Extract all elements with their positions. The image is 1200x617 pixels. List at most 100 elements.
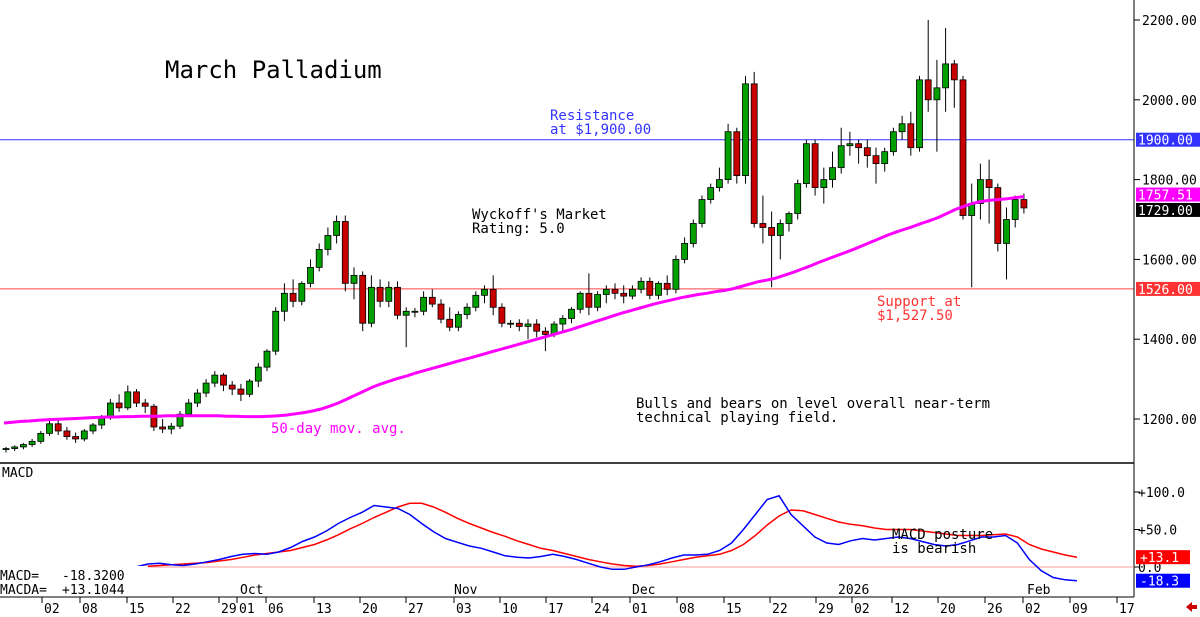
- candle: [280, 283, 288, 322]
- candle: [803, 139, 810, 188]
- candle-body: [2, 448, 10, 450]
- x-tick-label: 27: [408, 602, 424, 617]
- candle-body: [237, 388, 245, 395]
- candle-body: [872, 155, 880, 165]
- candle-body: [950, 63, 958, 81]
- candle: [1011, 195, 1019, 228]
- candle: [254, 363, 262, 388]
- rating-line-1: Wyckoff's Market: [472, 207, 607, 223]
- candle: [759, 195, 767, 244]
- candle: [750, 71, 758, 228]
- x-tick-label: 13: [316, 602, 332, 617]
- candle: [37, 430, 45, 444]
- candle-body: [776, 223, 784, 236]
- candle-body: [341, 221, 349, 284]
- macd-y-tick-label: +100.0: [1138, 486, 1185, 501]
- candle-body: [942, 63, 949, 89]
- scroll-arrow-icon[interactable]: [1186, 602, 1197, 612]
- candle-body: [254, 366, 262, 382]
- macd-value-tag: +13.1: [1136, 550, 1190, 566]
- candle-body: [280, 292, 288, 312]
- rating-line-2: Rating: 5.0: [472, 221, 565, 237]
- candle-body: [750, 83, 758, 224]
- candle-body: [228, 384, 236, 390]
- candle-body: [890, 131, 897, 153]
- candle-body: [315, 249, 323, 268]
- x-tick-label: 22: [772, 602, 788, 617]
- candle: [289, 279, 297, 308]
- comment-line-1: Bulls and bears on level overall near-te…: [636, 396, 990, 412]
- candle-body: [489, 288, 497, 308]
- candle-body: [115, 402, 123, 409]
- candle: [959, 75, 967, 220]
- candle: [385, 281, 393, 308]
- resistance-label-2: at $1,900.00: [550, 122, 651, 138]
- candle-body: [724, 131, 732, 181]
- candle: [420, 291, 428, 316]
- macd-value-tag: -18.3: [1136, 573, 1190, 590]
- x-tick-label: 17: [548, 602, 564, 617]
- x-tick-label: 03: [456, 602, 472, 617]
- candle: [307, 259, 314, 288]
- candle-body: [28, 440, 36, 445]
- candle-body: [46, 423, 53, 434]
- price-tag-label: 1729.00: [1138, 204, 1193, 219]
- macd-readout-value: -18.3200: [62, 569, 125, 584]
- candle-body: [524, 323, 532, 327]
- candle-body: [72, 436, 79, 440]
- candle: [481, 285, 488, 304]
- macd-note-2: is bearish: [892, 541, 976, 557]
- macd-line: [99, 494, 1078, 582]
- candle: [681, 237, 688, 264]
- candle: [655, 281, 662, 300]
- candle: [620, 285, 628, 304]
- candle-body: [350, 274, 358, 284]
- candle: [350, 267, 358, 300]
- candle: [785, 211, 793, 232]
- candle-body: [1003, 219, 1010, 244]
- candle: [19, 442, 27, 450]
- candle: [80, 428, 88, 442]
- candle: [176, 411, 184, 429]
- candle: [315, 243, 323, 272]
- candle: [846, 131, 854, 156]
- candle: [837, 127, 845, 174]
- candle-body: [472, 294, 480, 308]
- candle-body: [437, 303, 445, 320]
- candle-body: [559, 318, 567, 325]
- candle: [211, 371, 219, 388]
- price-panel: 2200.00 2000.00 1800.00 1600.00 1400.00 1200.…: [0, 14, 1200, 453]
- candle: [324, 227, 332, 256]
- candle-body: [420, 296, 428, 312]
- price-y-tick-label: 1600.00: [1142, 253, 1197, 268]
- macda-readout-label: MACDA=: [0, 583, 47, 598]
- candle-body: [63, 430, 71, 437]
- ma-label: 50-day mov. avg.: [271, 421, 406, 437]
- candle: [863, 139, 871, 168]
- candle: [359, 271, 367, 332]
- candle: [246, 379, 254, 398]
- x-tick-label: 02: [44, 602, 60, 617]
- candle-body: [124, 391, 132, 409]
- candle-body: [141, 402, 149, 407]
- candle: [629, 285, 636, 300]
- candle-body: [620, 292, 628, 297]
- candle: [463, 303, 471, 320]
- candle: [411, 308, 419, 318]
- candle-body: [463, 306, 471, 315]
- candle-body: [985, 179, 993, 188]
- candle-body: [637, 280, 645, 290]
- candle-body: [446, 318, 454, 328]
- candle: [698, 195, 706, 228]
- x-tick-label: 15: [129, 602, 145, 617]
- candle: [524, 319, 532, 340]
- candle-body: [863, 147, 871, 157]
- comment-line-2: technical playing field.: [636, 410, 838, 426]
- macd-readout-box: [0, 566, 148, 597]
- candle: [454, 311, 462, 332]
- candle: [472, 291, 480, 312]
- macd-title: MACD: [2, 466, 33, 481]
- candle: [602, 285, 610, 304]
- price-y-tick-label: 2200.00: [1142, 14, 1197, 29]
- candle: [185, 399, 193, 418]
